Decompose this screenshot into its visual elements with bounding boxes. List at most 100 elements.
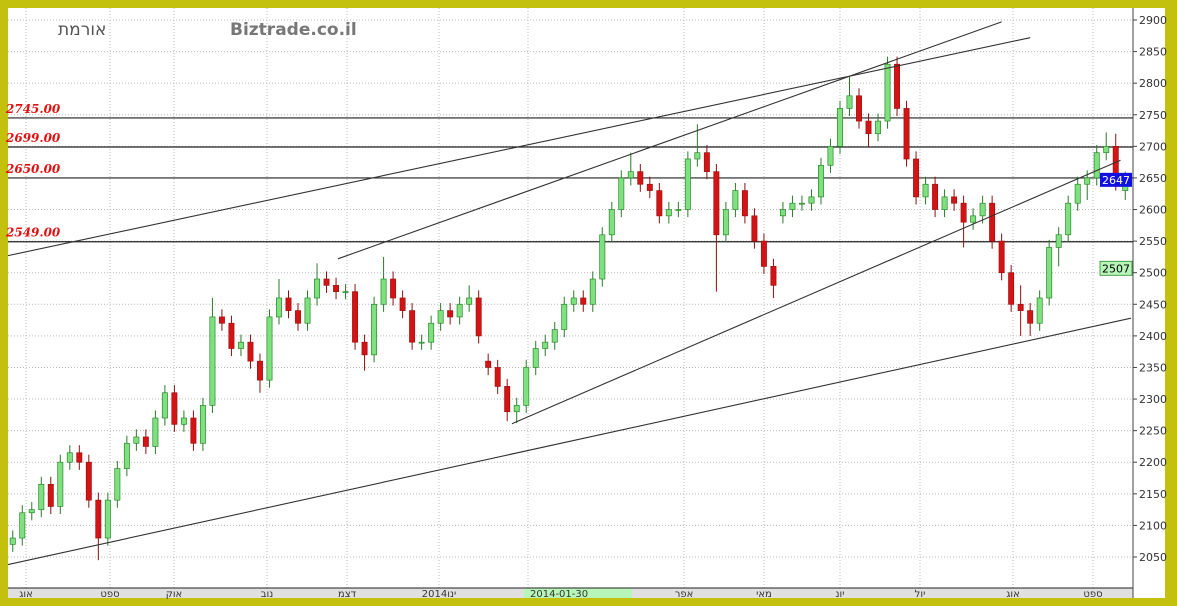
candle-body (76, 452, 83, 463)
candle-body (333, 284, 340, 293)
candle-up (532, 340, 539, 376)
y-tick-label: 2650 (1139, 172, 1167, 185)
candle-up (114, 460, 121, 508)
candle-body (1036, 297, 1043, 324)
candle-down (228, 315, 235, 357)
candle-down (856, 88, 862, 129)
candle-down (751, 208, 758, 249)
candle-body (285, 297, 292, 311)
candle-body (703, 152, 710, 172)
candle-down (85, 454, 92, 508)
candle-up (19, 505, 26, 546)
y-tick-label: 2050 (1139, 551, 1167, 564)
y-tick-label: 2500 (1139, 267, 1167, 280)
candle-body (304, 297, 311, 324)
candle-body (551, 329, 558, 343)
candle-body (903, 108, 910, 160)
candle-down (190, 410, 197, 451)
candle-body (913, 158, 920, 198)
candle-up (1074, 176, 1081, 211)
candle-up (304, 290, 311, 331)
candle-down (285, 290, 292, 319)
x-tick-label: נוב (261, 589, 274, 600)
candle-body (1103, 146, 1110, 154)
candle-down (295, 303, 301, 331)
candle-up (199, 397, 206, 451)
x-tick-label: אוג (19, 589, 33, 600)
candle-body (504, 386, 511, 413)
candle-up (104, 492, 111, 546)
candle-body (1093, 152, 1100, 179)
candle-body (770, 266, 777, 286)
highlighted-date-bar (524, 588, 632, 598)
y-tick-label: 2800 (1139, 77, 1167, 90)
candle-up (732, 182, 739, 218)
candle-body (970, 215, 977, 223)
candle-body (694, 152, 701, 160)
candle-body (875, 120, 881, 135)
candle-body (133, 436, 140, 444)
candle-up (57, 454, 64, 515)
candle-up (694, 124, 701, 167)
candle-up (133, 429, 140, 451)
candle-body (932, 183, 939, 210)
candle-body (123, 442, 130, 469)
candle-down (960, 195, 967, 248)
candle-down (95, 492, 102, 561)
candle-body (941, 196, 948, 210)
y-tick-label: 2150 (1139, 488, 1167, 501)
candle-body (1008, 272, 1015, 305)
candle-down (333, 277, 340, 300)
candle-body (447, 310, 454, 318)
candle-up (818, 157, 824, 205)
candle-up (38, 476, 45, 518)
candle-down (703, 145, 710, 180)
candle-body (361, 341, 368, 356)
candle-body (28, 509, 35, 514)
candle-body (894, 63, 901, 109)
candle-up (618, 170, 625, 218)
candle-up (941, 189, 948, 218)
y-tick-label: 2300 (1139, 393, 1167, 406)
candle-down (247, 334, 254, 369)
trendline (337, 21, 1002, 260)
candle-body (1084, 177, 1091, 185)
candle-down (218, 309, 225, 331)
candle-body (266, 316, 273, 381)
candle-up (542, 334, 549, 357)
candle-body (532, 348, 539, 368)
y-tick-label: 2850 (1139, 46, 1167, 59)
candle-body (779, 209, 786, 217)
candle-body (142, 436, 149, 447)
candle-down (760, 233, 767, 274)
x-tick-label: ספט (100, 589, 119, 600)
candle-body (646, 183, 653, 191)
x-tick-label: דצמ (338, 589, 357, 600)
candle-up (808, 189, 815, 211)
candle-down (646, 176, 653, 199)
candle-body (342, 291, 349, 294)
candle-body (104, 499, 111, 539)
candle-up (827, 138, 834, 173)
candle-down (865, 113, 872, 147)
secondary-marker-label: 2507 (1102, 262, 1130, 275)
candle-body (732, 190, 739, 210)
candle-body (1046, 247, 1053, 299)
candle-up (922, 176, 929, 205)
candle-body (760, 240, 767, 267)
candle-body (608, 209, 615, 236)
candle-body (323, 278, 330, 286)
x-tick-label: 2014-01-30 (530, 589, 588, 600)
candle-body (856, 95, 862, 122)
candle-body (951, 196, 958, 204)
candle-up (599, 227, 606, 287)
candle-down (409, 303, 416, 350)
candle-up (513, 397, 520, 424)
candle-down (580, 290, 587, 312)
candle-down (1027, 303, 1034, 336)
candle-up (1055, 227, 1062, 267)
candle-up (314, 263, 320, 306)
candle-down (637, 164, 644, 192)
candle-body (418, 341, 425, 344)
candle-down (323, 271, 330, 293)
